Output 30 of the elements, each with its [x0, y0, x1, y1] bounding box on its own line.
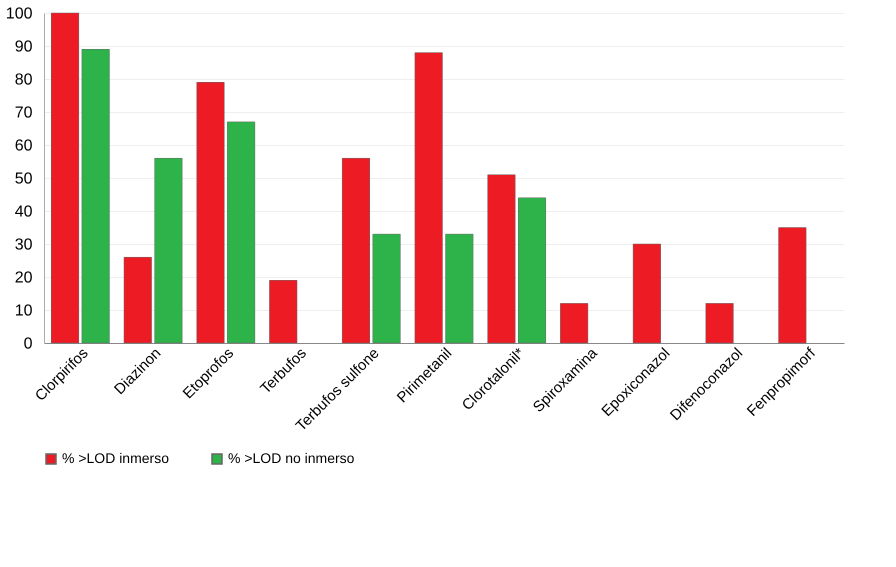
y-tick-label: 90 [14, 38, 33, 56]
bar [124, 256, 152, 344]
bar [632, 244, 661, 344]
bar [518, 198, 546, 344]
bar [82, 49, 110, 344]
legend-label: % >LOD no inmerso [228, 450, 355, 466]
bar [269, 280, 298, 344]
y-tick-label: 50 [14, 170, 33, 188]
y-tick-label: 30 [14, 236, 33, 254]
bar [706, 303, 734, 344]
y-tick-label: 10 [14, 302, 33, 320]
y-tick-label: 20 [14, 270, 33, 286]
bar [414, 52, 443, 344]
bar [487, 174, 516, 344]
y-tick-label: 0 [24, 336, 33, 352]
y-tick-label: 60 [14, 138, 33, 154]
bar [445, 234, 474, 344]
bar [372, 234, 401, 344]
bar [196, 82, 225, 344]
bar [227, 122, 256, 344]
y-tick-label: 40 [14, 204, 33, 220]
bar [51, 12, 80, 344]
y-tick-label: 70 [14, 104, 33, 122]
bar [154, 158, 182, 344]
bar [778, 227, 806, 344]
bar [342, 158, 370, 344]
bar [560, 303, 588, 344]
legend-label: % >LOD inmerso [62, 450, 170, 466]
y-tick-label: 100 [6, 6, 33, 22]
y-tick-label: 80 [14, 72, 33, 88]
